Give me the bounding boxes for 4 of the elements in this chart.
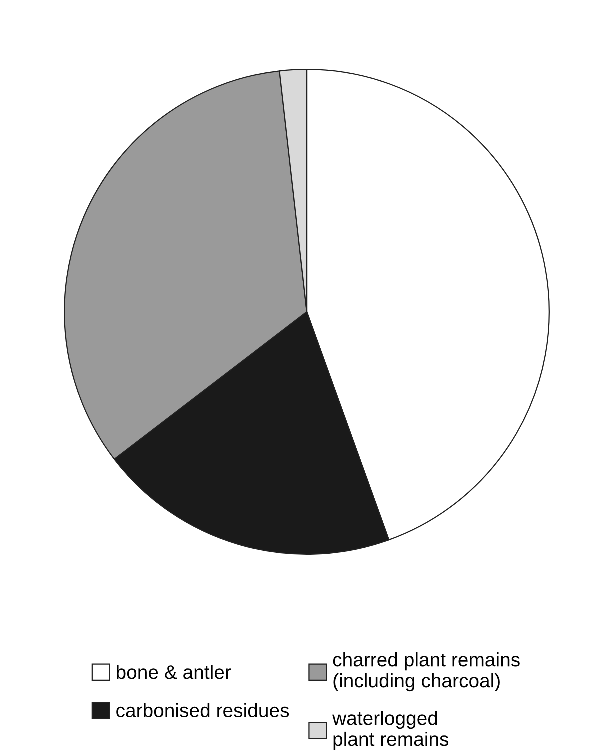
legend-label: charred plant remains (including charcoal) xyxy=(333,652,520,692)
legend-label: bone & antler xyxy=(117,664,232,680)
legend-label: waterlogged plant remains xyxy=(332,711,449,750)
legend-label: carbonised residues xyxy=(116,703,290,718)
